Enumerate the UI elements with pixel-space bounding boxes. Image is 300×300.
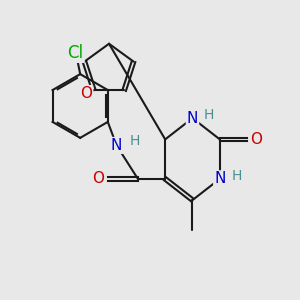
Text: H: H xyxy=(204,108,214,122)
Text: N: N xyxy=(111,138,122,153)
Text: H: H xyxy=(130,134,140,148)
Text: O: O xyxy=(80,86,92,101)
Text: O: O xyxy=(250,132,262,147)
Text: Cl: Cl xyxy=(68,44,84,62)
Text: O: O xyxy=(92,171,104,186)
Text: H: H xyxy=(231,169,242,183)
Text: N: N xyxy=(187,111,198,126)
Text: N: N xyxy=(214,171,226,186)
